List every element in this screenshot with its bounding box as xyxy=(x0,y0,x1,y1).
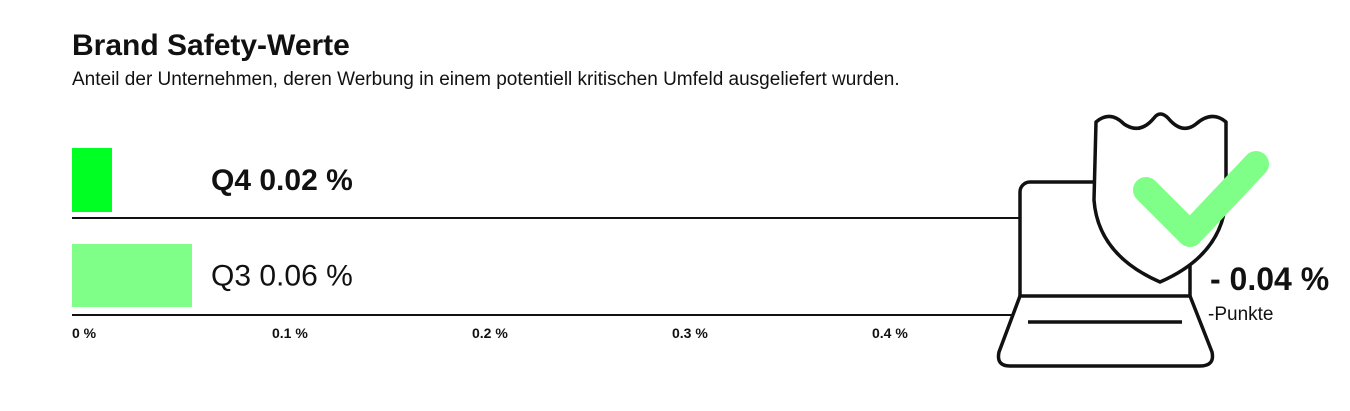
bar xyxy=(72,148,112,212)
x-tick-label: 0.4 % xyxy=(872,325,908,341)
x-tick-label: 0.2 % xyxy=(472,325,508,341)
x-tick-label: 0 % xyxy=(72,325,97,341)
chart-subtitle: Anteil der Unternehmen, deren Werbung in… xyxy=(72,69,900,90)
bar-label: Q3 0.06 % xyxy=(211,260,353,293)
bar xyxy=(72,244,192,307)
change-unit: -Punkte xyxy=(1208,304,1273,325)
value-label: 0.06 % xyxy=(259,260,352,293)
bar-label: Q4 0.02 % xyxy=(211,164,353,197)
value-label: 0.02 % xyxy=(259,164,352,197)
category-label: Q4 xyxy=(211,164,251,197)
category-label: Q3 xyxy=(211,260,251,293)
x-tick-label: 0.3 % xyxy=(672,325,708,341)
laptop-shield-icon xyxy=(996,112,1269,368)
chart-title: Brand Safety-Werte xyxy=(72,29,350,62)
x-tick-label: 0.1 % xyxy=(272,325,308,341)
change-value: - 0.04 % xyxy=(1210,261,1329,297)
